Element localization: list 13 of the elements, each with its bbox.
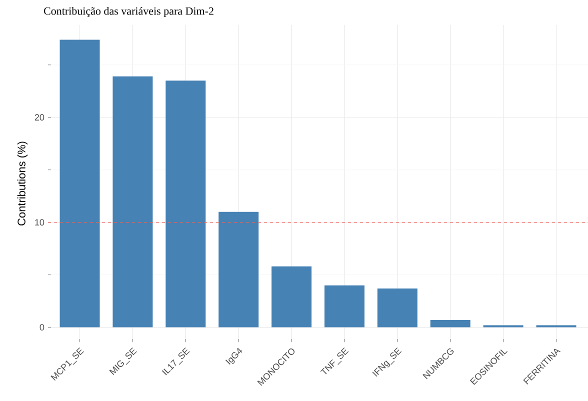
bar [324, 285, 364, 328]
y-tick-label: 0 [40, 324, 44, 330]
bar [166, 80, 206, 328]
bar [377, 288, 418, 328]
y-axis-title: Contributions (%) [17, 142, 28, 226]
bar [60, 40, 100, 328]
bar [218, 212, 259, 328]
bar [430, 320, 470, 328]
bar [112, 76, 153, 328]
y-tick-label: 20 [34, 114, 44, 121]
bar [272, 266, 312, 328]
y-tick-label: 10 [35, 219, 44, 226]
chart-title: Contribuição das variáveis para Dim-2 [44, 7, 214, 17]
